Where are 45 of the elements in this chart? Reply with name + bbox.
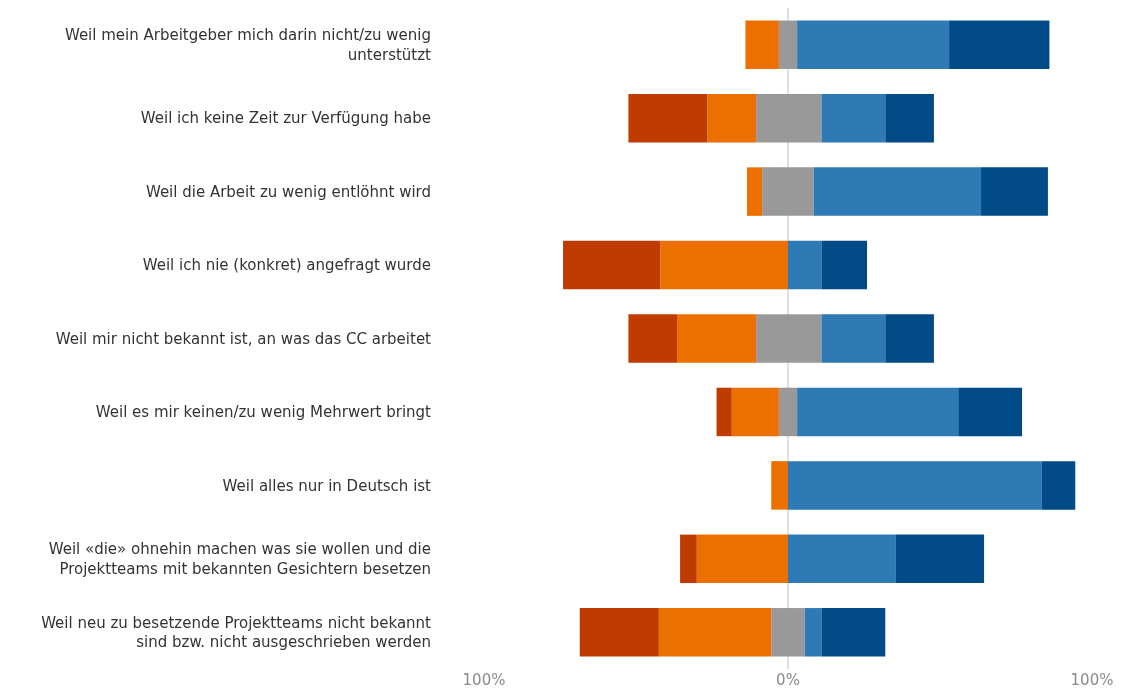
bar [788,534,896,584]
bar [680,534,697,584]
bar [981,167,1048,216]
bar [660,240,788,290]
bar [579,608,659,657]
x-tick-label: 0% [776,671,800,689]
bar [628,314,678,363]
x-tick-label: 100% [1070,671,1114,689]
bar [949,20,1050,69]
bar [885,93,934,143]
bar [821,240,868,290]
bar [696,534,788,584]
bar [563,240,661,290]
y-tick-label: Weil neu zu besetzende Projektteams nicht bekannt sind bzw. nicht ausgeschrieben werden [41,613,432,652]
bar [745,20,779,69]
bar [885,314,934,363]
bar [788,240,822,290]
bar [821,93,886,143]
y-tick-label: Weil mir nicht bekannt ist, an was das CC arbeitet [55,329,432,348]
bar [716,387,732,437]
bar [707,93,757,143]
y-tick-label: Weil mein Arbeitgeber mich darin nicht/zu wenig unterstützt [64,26,432,64]
x-tick-label: 100% [462,671,506,689]
y-tick-label: Weil die Arbeit zu wenig entlöhnt wird [145,182,431,201]
bar [788,461,1042,510]
bar [821,608,886,657]
bar [804,608,822,657]
y-tick-label: Weil «die» ohnehin machen was sie wollen und die Projektteams mit bekannten Gesichtern besetzen [48,540,431,578]
bar [797,387,959,437]
bar [958,387,1023,437]
bar [677,314,757,363]
bar [813,167,982,216]
bar [628,93,708,143]
bar [771,461,788,510]
y-tick-label: Weil alles nur in Deutsch ist [222,476,432,495]
bar [746,167,763,216]
bar [731,387,779,437]
bar [658,608,772,657]
y-tick-label: Weil ich nie (konkret) angefragt wurde [142,256,431,275]
y-tick-label: Weil es mir keinen/zu wenig Mehrwert bringt [95,403,432,422]
bar [1041,461,1076,510]
bar [895,534,985,584]
y-tick-label: Weil ich keine Zeit zur Verfügung habe [140,109,431,128]
bar [797,20,950,69]
bar [821,314,886,363]
